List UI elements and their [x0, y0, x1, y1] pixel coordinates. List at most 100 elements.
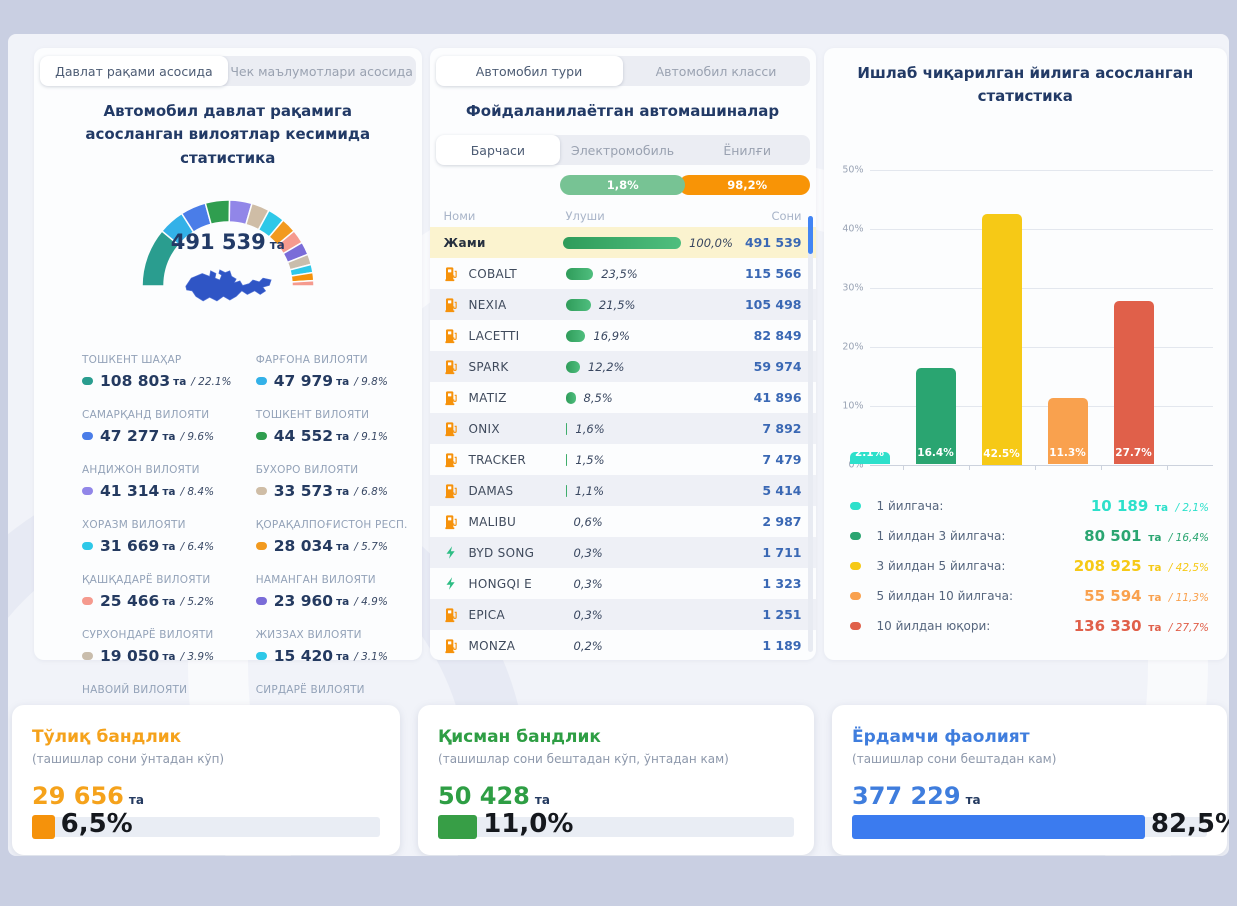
region-name: СИРДАРЁ ВИЛОЯТИ: [255, 683, 365, 696]
table-row-byd-song[interactable]: BYD SONG 0,3% 1 711: [429, 537, 816, 569]
table-row-matiz[interactable]: MATIZ 8,5% 41 896: [430, 382, 816, 413]
tab-cars-1[interactable]: Автомобил класси: [655, 63, 777, 79]
share-bar: [565, 453, 568, 466]
region-value-row: 47 277 та / 9.6%: [82, 427, 238, 445]
share-cell: 23,5%: [565, 267, 732, 281]
region-name: ҚОРАҚАЛПОҒИСТОН РЕСП.: [255, 518, 408, 531]
fuel-pump-icon: [444, 452, 460, 468]
cars-panel: Автомобил тури Автомобил класси Фойдалани…: [429, 48, 816, 661]
y-axis-tick: 30%: [842, 282, 864, 293]
card-progress-track: 6,5%: [32, 809, 381, 839]
region-value-row: 31 669 та / 6.4%: [82, 537, 238, 555]
tab-left-1[interactable]: Чек маълумотлари асосида: [230, 63, 413, 79]
table-row-malibu[interactable]: MALIBU 0,6% 2 987: [430, 506, 816, 537]
legend-count: 136 330: [1073, 616, 1142, 635]
table-row-hongqi-e[interactable]: HONGQI E 0,3% 1 323: [430, 568, 816, 599]
legend-count: 10 189: [1090, 496, 1149, 515]
card-title: Ёрдамчи фаолият: [852, 727, 1030, 747]
card-progress-fill: [438, 815, 478, 839]
card-value-unit: та: [965, 793, 981, 807]
tab-fuel-1[interactable]: Электромобиль: [570, 142, 675, 158]
car-name-cell: HONGQI E: [444, 576, 566, 592]
share-percent: 0,3%: [573, 576, 603, 591]
production-year-title: Ишлаб чиқарилган йилига асосланган стати…: [857, 64, 1194, 106]
region-color-dot: [255, 486, 267, 495]
share-bar: [565, 329, 586, 342]
car-count: 7 892: [762, 421, 802, 437]
tab-cars-0[interactable]: Автомобил тури: [435, 56, 623, 86]
legend-value: 208 925 та / 42,5%: [1074, 557, 1209, 575]
car-name-cell: TRACKER: [444, 452, 566, 468]
table-row-epica[interactable]: EPICA 0,3% 1 251: [429, 599, 816, 631]
region-item-5: БУХОРО ВИЛОЯТИ 33 573 та / 6.8%: [255, 464, 412, 500]
legend-count: 55 594: [1084, 586, 1142, 605]
region-value-row: 23 960 та / 4.9%: [255, 592, 412, 610]
tab-fuel-0[interactable]: Барчаси: [435, 135, 561, 166]
car-count: 105 498: [744, 297, 802, 313]
car-name: HONGQI E: [468, 576, 533, 591]
share-bar: [565, 360, 580, 373]
card-progress-track: 82,5%: [852, 809, 1229, 839]
fuel-pump-icon: [444, 359, 460, 375]
car-name: MONZA: [468, 638, 516, 653]
region-unit: та: [336, 431, 350, 444]
car-count: 115 566: [744, 266, 802, 282]
legend-item-2: 3 йилдан 5 йилгача: 208 925 та / 42,5%: [849, 551, 1209, 581]
region-color-dot: [255, 596, 267, 605]
region-item-8: ҚАШҚАДАРЁ ВИЛОЯТИ 25 466 та / 5.2%: [82, 574, 238, 610]
car-name-cell: ONIX: [444, 421, 566, 437]
x-axis-tick: [1034, 465, 1036, 470]
legend-value: 80 501 та / 16,4%: [1084, 527, 1209, 545]
car-count: 491 539: [744, 235, 802, 251]
table-row-spark[interactable]: SPARK 12,2% 59 974: [429, 351, 816, 383]
legend-item-0: 1 йилгача: 10 189 та / 2,1%: [849, 491, 1209, 521]
production-year-bar-chart: 0% 10% 20% 30% 40% 50% 2.1% 16.4% 42.5% 11.3% 27.7…: [832, 127, 1217, 483]
table-row-cobalt[interactable]: COBALT 23,5% 115 566: [430, 258, 816, 289]
region-unit: та: [162, 431, 176, 444]
legend-unit: та: [1144, 561, 1162, 574]
table-row-monza[interactable]: MONZA 0,2% 1 189: [430, 630, 816, 661]
x-axis-tick: [902, 465, 904, 470]
region-unit: та: [336, 651, 350, 664]
region-unit: та: [336, 376, 350, 389]
gauge-donut-chart: [140, 199, 315, 287]
cars-table-body: Жами 100,0% 491 539 COBALT 23,5% 115 566 NEXIA…: [429, 227, 816, 661]
car-name-cell: NEXIA: [444, 297, 566, 313]
region-unit: та: [162, 651, 176, 664]
legend-count: 208 925: [1073, 556, 1142, 575]
table-scrollbar[interactable]: [807, 216, 813, 652]
uzbekistan-map-icon: [185, 269, 272, 302]
legend-label: 3 йилдан 5 йилгача:: [876, 558, 1006, 573]
car-name: EPICA: [468, 607, 505, 622]
region-percent: / 5.2%: [180, 596, 215, 609]
table-row-lacetti[interactable]: LACETTI 16,9% 82 849: [430, 320, 816, 351]
cars-panel-title: Фойдаланилаётган автомашиналар: [465, 102, 780, 120]
card-progress-label: 6,5%: [60, 809, 133, 839]
legend-percent: / 42,5%: [1165, 561, 1209, 574]
card-value-unit: та: [534, 793, 550, 807]
tab-fuel-2[interactable]: Ёнилғи: [723, 142, 772, 158]
region-percent: / 8.4%: [180, 486, 215, 499]
bar-3: 11.3%: [1047, 397, 1088, 465]
table-row-total[interactable]: Жами 100,0% 491 539: [429, 227, 816, 259]
card-subtitle: (ташишлар сони бештадан кам): [852, 752, 1057, 766]
share-bar: [565, 298, 591, 311]
car-count: 1 323: [762, 576, 802, 592]
table-scrollbar-thumb[interactable]: [807, 216, 813, 254]
legend-color-dot: [849, 621, 861, 630]
region-color-dot: [255, 651, 267, 660]
car-name-cell: BYD SONG: [444, 545, 566, 561]
table-row-tracker[interactable]: TRACKER 1,5% 7 479: [430, 444, 816, 475]
table-row-onix[interactable]: ONIX 1,6% 7 892: [429, 413, 816, 445]
region-item-4: АНДИЖОН ВИЛОЯТИ 41 314 та / 8.4%: [82, 464, 238, 500]
car-name-cell: COBALT: [444, 266, 566, 282]
share-bar: [565, 422, 568, 435]
tab-left-0[interactable]: Давлат рақами асосида: [40, 56, 228, 86]
top-panels-row: Давлат рақами асосида Чек маълумотлари ас…: [8, 34, 1229, 720]
car-name: ONIX: [468, 421, 500, 436]
table-row-damas[interactable]: DAMAS 1,1% 5 414: [429, 475, 816, 507]
bar-value-label: 11.3%: [1049, 447, 1086, 460]
car-name-cell: Жами: [444, 236, 564, 250]
legend-percent: / 11,3%: [1165, 591, 1209, 604]
table-row-nexia[interactable]: NEXIA 21,5% 105 498: [429, 289, 816, 321]
